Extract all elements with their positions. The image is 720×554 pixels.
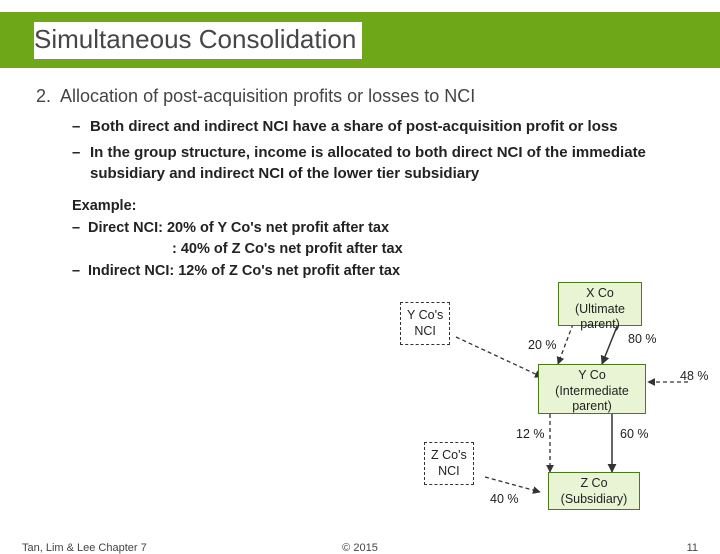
footer-center: © 2015 <box>342 542 378 554</box>
pct-label: 48 % <box>680 369 709 383</box>
footer-page: 11 <box>687 542 698 554</box>
section-text: Allocation of post-acquisition profits o… <box>60 86 475 106</box>
pct-label: 80 % <box>628 332 657 346</box>
node-xco: X Co (Ultimate parent) <box>558 282 642 326</box>
example-line: : 40% of Z Co's net profit after tax <box>72 239 684 261</box>
node-ynci: Y Co's NCI <box>400 302 450 345</box>
content-area: 2. Allocation of post-acquisition profit… <box>0 68 720 283</box>
bullet-list: Both direct and indirect NCI have a shar… <box>72 117 684 184</box>
example-line: –Direct NCI: 20% of Y Co's net profit af… <box>72 218 684 240</box>
pct-label: 40 % <box>490 492 519 506</box>
section-heading: 2. Allocation of post-acquisition profit… <box>36 86 684 107</box>
title-bar: Simultaneous Consolidation <box>0 12 720 68</box>
footer-left: Tan, Lim & Lee Chapter 7 <box>22 542 147 554</box>
bullet-item: In the group structure, income is alloca… <box>72 143 684 184</box>
example-heading: Example: <box>72 196 684 218</box>
example-line: –Indirect NCI: 12% of Z Co's net profit … <box>72 261 684 283</box>
example-block: Example: –Direct NCI: 20% of Y Co's net … <box>72 196 684 283</box>
slide-title: Simultaneous Consolidation <box>34 22 362 59</box>
pct-label: 60 % <box>620 427 649 441</box>
section-number: 2. <box>36 86 56 107</box>
node-zco: Z Co (Subsidiary) <box>548 472 640 510</box>
pct-label: 20 % <box>528 338 557 352</box>
node-yco: Y Co (Intermediate parent) <box>538 364 646 414</box>
bullet-item: Both direct and indirect NCI have a shar… <box>72 117 684 137</box>
node-znci: Z Co's NCI <box>424 442 474 485</box>
ownership-diagram: X Co (Ultimate parent) Y Co (Intermediat… <box>380 282 720 532</box>
pct-label: 12 % <box>516 427 545 441</box>
